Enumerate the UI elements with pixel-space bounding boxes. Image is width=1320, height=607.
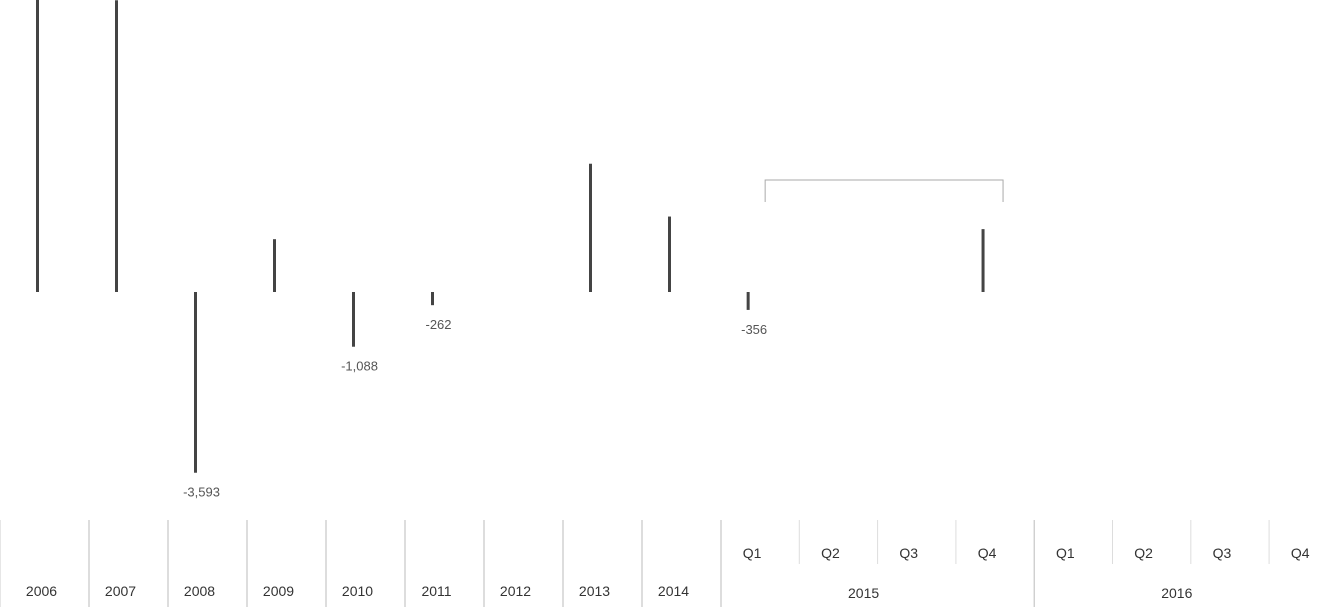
data-label: -356 [741, 322, 767, 337]
data-label: -262 [425, 317, 451, 332]
data-label: -1,088 [341, 359, 378, 374]
bar-q4-12 [981, 229, 985, 292]
bar-2007-1 [115, 0, 118, 292]
bar-2010-4 [352, 292, 355, 347]
x-tick-label: Q2 [1134, 545, 1153, 561]
x-tick-label: 2009 [263, 583, 294, 599]
x-tick-label: 2013 [579, 583, 610, 599]
bars-layer [36, 0, 1004, 473]
x-tick-label: 2010 [342, 583, 373, 599]
data-label: -3,593 [183, 485, 220, 500]
bar-2014-8 [668, 216, 671, 292]
x-tick-label: 2011 [421, 583, 451, 599]
x-tick-label: Q3 [899, 545, 918, 561]
bar-q1-9 [746, 292, 750, 310]
bar-2009-3 [273, 239, 276, 292]
x-group-label: 2015 [848, 585, 879, 601]
x-tick-label: 2008 [184, 583, 215, 599]
x-tick-label: 2012 [500, 583, 531, 599]
x-tick-label: 2007 [105, 583, 136, 599]
x-tick-label: Q2 [821, 545, 840, 561]
x-tick-label: Q1 [1056, 545, 1075, 561]
x-tick-label: 2006 [26, 583, 57, 599]
x-tick-label: Q4 [978, 545, 997, 561]
data-labels-layer: -3,593 -1,088 -262 -356 [183, 317, 767, 500]
bar-2013-7 [589, 163, 592, 292]
x-tick-label: 2014 [658, 583, 689, 599]
category-axis: 2006 2007 2008 2009 2010 2011 2012 2013 2014 Q1 Q2… [0, 520, 1310, 607]
bar-2011-5 [431, 292, 434, 306]
quarter-bracket [764, 179, 1004, 202]
x-tick-label: Q4 [1291, 545, 1310, 561]
x-tick-label: Q1 [743, 545, 762, 561]
bar-2006-0 [36, 0, 39, 292]
x-group-label: 2016 [1161, 585, 1192, 601]
bar-2008-2 [194, 292, 197, 473]
x-tick-label: Q3 [1213, 545, 1232, 561]
